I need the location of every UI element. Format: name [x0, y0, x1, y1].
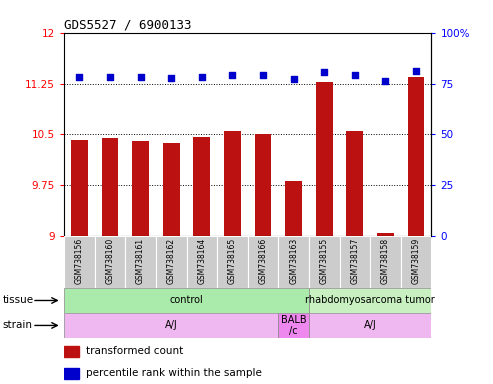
- Text: rhabdomyosarcoma tumor: rhabdomyosarcoma tumor: [305, 295, 435, 306]
- Bar: [163, 143, 179, 236]
- Point: [259, 72, 267, 78]
- Bar: [347, 131, 363, 236]
- Bar: [309, 288, 431, 313]
- Bar: [186, 236, 217, 288]
- Bar: [71, 140, 88, 236]
- Bar: [279, 236, 309, 288]
- Point: [290, 76, 298, 82]
- Bar: [309, 236, 340, 288]
- Bar: [316, 82, 333, 236]
- Text: GSM738159: GSM738159: [412, 238, 421, 285]
- Point: [167, 75, 175, 81]
- Bar: [370, 236, 401, 288]
- Bar: [247, 236, 279, 288]
- Bar: [64, 288, 309, 313]
- Point: [106, 74, 114, 80]
- Bar: [224, 131, 241, 236]
- Text: control: control: [170, 295, 204, 306]
- Text: GSM738157: GSM738157: [351, 238, 359, 285]
- Bar: [193, 137, 210, 236]
- Point: [412, 68, 420, 74]
- Bar: [132, 141, 149, 236]
- Bar: [254, 134, 272, 236]
- Text: A/J: A/J: [364, 320, 377, 331]
- Text: A/J: A/J: [165, 320, 177, 331]
- Bar: [285, 180, 302, 236]
- Bar: [401, 236, 431, 288]
- Point: [75, 74, 83, 80]
- Bar: [125, 236, 156, 288]
- Text: BALB
/c: BALB /c: [281, 314, 307, 336]
- Text: GSM738164: GSM738164: [197, 238, 207, 285]
- Text: percentile rank within the sample: percentile rank within the sample: [86, 368, 262, 378]
- Text: GSM738162: GSM738162: [167, 238, 176, 285]
- Bar: [377, 233, 394, 236]
- Text: GSM738158: GSM738158: [381, 238, 390, 285]
- Bar: [340, 236, 370, 288]
- Bar: [309, 313, 431, 338]
- Text: GSM738163: GSM738163: [289, 238, 298, 285]
- Text: GSM738166: GSM738166: [258, 238, 268, 285]
- Bar: [64, 346, 79, 357]
- Bar: [64, 236, 95, 288]
- Text: GDS5527 / 6900133: GDS5527 / 6900133: [64, 18, 192, 31]
- Text: GSM738155: GSM738155: [320, 238, 329, 285]
- Text: strain: strain: [2, 320, 33, 331]
- Point: [137, 74, 144, 80]
- Bar: [64, 313, 279, 338]
- Bar: [408, 77, 424, 236]
- Bar: [102, 138, 118, 236]
- Bar: [64, 367, 79, 379]
- Text: GSM738160: GSM738160: [106, 238, 114, 285]
- Text: transformed count: transformed count: [86, 346, 183, 356]
- Bar: [156, 236, 186, 288]
- Text: GSM738156: GSM738156: [75, 238, 84, 285]
- Text: GSM738165: GSM738165: [228, 238, 237, 285]
- Text: GSM738161: GSM738161: [136, 238, 145, 285]
- Point: [320, 69, 328, 75]
- Text: tissue: tissue: [2, 295, 34, 306]
- Bar: [95, 236, 125, 288]
- Bar: [217, 236, 247, 288]
- Point: [198, 74, 206, 80]
- Point: [228, 72, 236, 78]
- Point: [382, 78, 389, 84]
- Bar: [279, 313, 309, 338]
- Point: [351, 72, 359, 78]
